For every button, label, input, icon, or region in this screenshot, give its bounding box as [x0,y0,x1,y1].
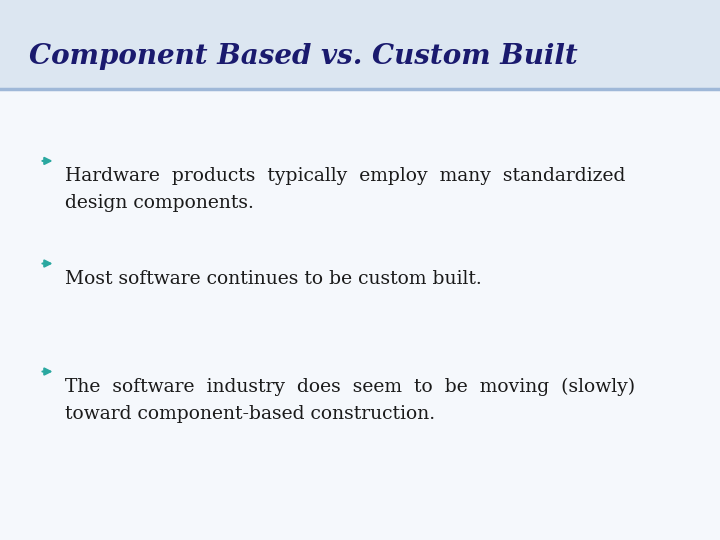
Text: Hardware  products  typically  employ  many  standardized
design components.: Hardware products typically employ many … [65,167,625,212]
FancyBboxPatch shape [0,0,720,89]
Text: Component Based vs. Custom Built: Component Based vs. Custom Built [29,43,577,70]
Text: Most software continues to be custom built.: Most software continues to be custom bui… [65,270,482,288]
Text: The  software  industry  does  seem  to  be  moving  (slowly)
toward component-b: The software industry does seem to be mo… [65,378,635,423]
FancyBboxPatch shape [0,89,720,540]
